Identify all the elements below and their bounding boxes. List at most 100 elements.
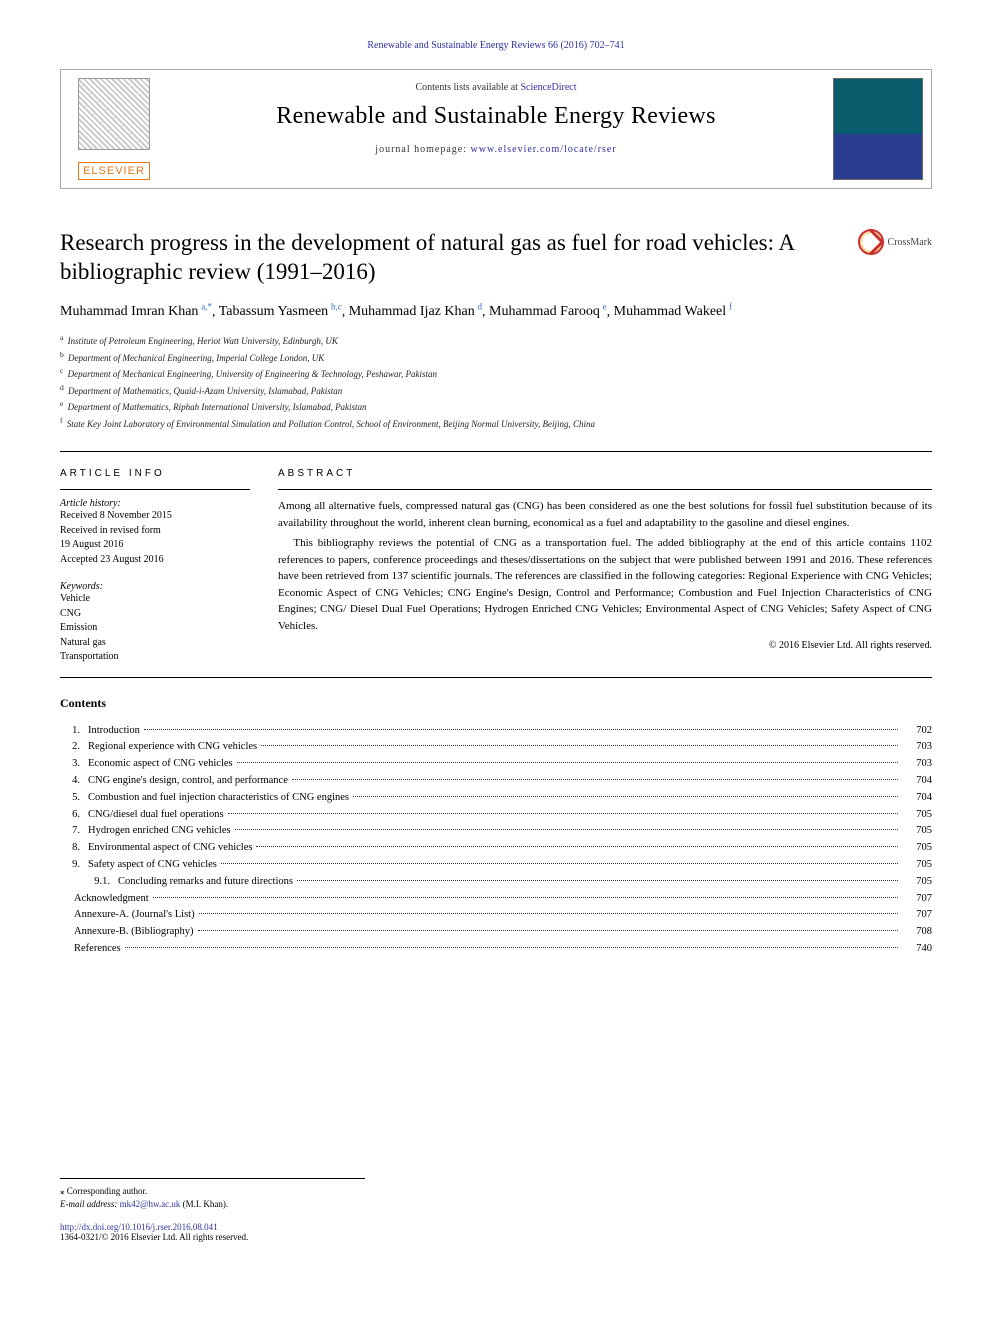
- affiliation: e Department of Mathematics, Riphah Inte…: [60, 398, 932, 415]
- toc-leader-dots: [235, 829, 898, 830]
- elsevier-logo: ELSEVIER: [69, 78, 159, 180]
- affiliation-key: f: [60, 416, 63, 425]
- abstract-column: ABSTRACT Among all alternative fuels, co…: [278, 468, 932, 665]
- toc-row[interactable]: 4.CNG engine's design, control, and perf…: [60, 773, 932, 790]
- keyword-item: Emission: [60, 621, 250, 636]
- toc-leader-dots: [228, 813, 898, 814]
- toc-number: 1.: [60, 723, 88, 740]
- toc-row[interactable]: 9.Safety aspect of CNG vehicles705: [60, 857, 932, 874]
- toc-leader-dots: [261, 745, 898, 746]
- author-affil-sup: e: [603, 302, 607, 312]
- toc-row[interactable]: 6.CNG/diesel dual fuel operations705: [60, 807, 932, 824]
- toc-title: CNG/diesel dual fuel operations: [88, 807, 224, 824]
- abstract-divider: [278, 489, 932, 490]
- toc-title: Environmental aspect of CNG vehicles: [88, 840, 252, 857]
- affiliation-key: c: [60, 366, 63, 375]
- section-divider: [60, 677, 932, 678]
- journal-reference-link[interactable]: Renewable and Sustainable Energy Reviews…: [367, 40, 624, 51]
- toc-number: 5.: [60, 790, 88, 807]
- history-label: Article history:: [60, 498, 250, 509]
- toc-page: 705: [902, 857, 932, 874]
- homepage-prefix: journal homepage:: [375, 144, 470, 155]
- footnotes-block: ⁎ Corresponding author. E-mail address: …: [60, 1178, 365, 1212]
- issn-copyright-line: 1364-0321/© 2016 Elsevier Ltd. All right…: [60, 1232, 932, 1242]
- toc-page: 740: [902, 941, 932, 958]
- toc-leader-dots: [199, 913, 898, 914]
- crossmark-badge[interactable]: CrossMark: [858, 229, 932, 255]
- author-list: Muhammad Imran Khan a,*, Tabassum Yasmee…: [60, 301, 932, 323]
- toc-leader-dots: [256, 846, 898, 847]
- toc-row[interactable]: 1.Introduction702: [60, 723, 932, 740]
- toc-row[interactable]: Annexure-A. (Journal's List) 707: [60, 907, 932, 924]
- corresponding-star-icon: *: [207, 302, 212, 312]
- contents-heading: Contents: [60, 696, 932, 711]
- toc-row[interactable]: References740: [60, 941, 932, 958]
- journal-reference-top: Renewable and Sustainable Energy Reviews…: [60, 40, 932, 51]
- email-suffix: (M.I. Khan).: [180, 1199, 228, 1209]
- toc-title: Regional experience with CNG vehicles: [88, 739, 257, 756]
- toc-row[interactable]: 9.1.Concluding remarks and future direct…: [60, 874, 932, 891]
- toc-title: Annexure-A. (Journal's List): [74, 907, 195, 924]
- toc-page: 707: [902, 907, 932, 924]
- history-item: 19 August 2016: [60, 538, 250, 553]
- sciencedirect-link[interactable]: ScienceDirect: [520, 82, 576, 93]
- affiliation: b Department of Mechanical Engineering, …: [60, 349, 932, 366]
- article-title: Research progress in the development of …: [60, 229, 846, 287]
- history-item: Received 8 November 2015: [60, 509, 250, 524]
- article-info-column: ARTICLE INFO Article history: Received 8…: [60, 468, 250, 665]
- doi-line: http://dx.doi.org/10.1016/j.rser.2016.08…: [60, 1222, 932, 1232]
- affiliation-key: e: [60, 399, 63, 408]
- toc-row[interactable]: 7.Hydrogen enriched CNG vehicles705: [60, 823, 932, 840]
- toc-page: 703: [902, 756, 932, 773]
- abstract-paragraph: This bibliography reviews the potential …: [278, 535, 932, 634]
- article-info-heading: ARTICLE INFO: [60, 468, 250, 479]
- toc-number: 8.: [60, 840, 88, 857]
- journal-cover-thumbnail: [833, 78, 923, 180]
- history-item: Received in revised form: [60, 524, 250, 539]
- toc-row[interactable]: Acknowledgment707: [60, 891, 932, 908]
- email-label: E-mail address:: [60, 1199, 120, 1209]
- toc-page: 708: [902, 924, 932, 941]
- author-email-link[interactable]: mk42@hw.ac.uk: [120, 1199, 181, 1209]
- toc-number: 9.1.: [60, 874, 118, 891]
- author-affil-sup: b,c: [331, 302, 342, 312]
- toc-title: Concluding remarks and future directions: [118, 874, 293, 891]
- table-of-contents: 1.Introduction7022.Regional experience w…: [60, 723, 932, 958]
- toc-leader-dots: [237, 762, 898, 763]
- affiliation: d Department of Mathematics, Quaid-i-Aza…: [60, 382, 932, 399]
- toc-row[interactable]: 5.Combustion and fuel injection characte…: [60, 790, 932, 807]
- toc-row[interactable]: Annexure-B. (Bibliography)708: [60, 924, 932, 941]
- toc-row[interactable]: 2.Regional experience with CNG vehicles7…: [60, 739, 932, 756]
- email-line: E-mail address: mk42@hw.ac.uk (M.I. Khan…: [60, 1198, 365, 1212]
- contents-prefix: Contents lists available at: [415, 82, 520, 93]
- journal-homepage-line: journal homepage: www.elsevier.com/locat…: [171, 144, 821, 155]
- author: Muhammad Farooq e: [489, 304, 607, 319]
- journal-homepage-link[interactable]: www.elsevier.com/locate/rser: [471, 144, 617, 155]
- crossmark-icon: [858, 229, 884, 255]
- affiliation-key: d: [60, 383, 64, 392]
- doi-link[interactable]: http://dx.doi.org/10.1016/j.rser.2016.08…: [60, 1222, 218, 1232]
- toc-number: 7.: [60, 823, 88, 840]
- toc-number: 4.: [60, 773, 88, 790]
- author: Tabassum Yasmeen b,c: [219, 304, 342, 319]
- keyword-item: Transportation: [60, 650, 250, 665]
- journal-header-box: ELSEVIER Contents lists available at Sci…: [60, 69, 932, 189]
- toc-page: 705: [902, 840, 932, 857]
- author: Muhammad Imran Khan a,*: [60, 304, 212, 319]
- toc-row[interactable]: 8.Environmental aspect of CNG vehicles 70…: [60, 840, 932, 857]
- elsevier-tree-icon: [78, 78, 150, 150]
- info-divider: [60, 489, 250, 490]
- keyword-item: Natural gas: [60, 636, 250, 651]
- author-affil-sup: d: [478, 302, 483, 312]
- contents-available-line: Contents lists available at ScienceDirec…: [171, 82, 821, 93]
- toc-title: Hydrogen enriched CNG vehicles: [88, 823, 231, 840]
- toc-row[interactable]: 3.Economic aspect of CNG vehicles703: [60, 756, 932, 773]
- crossmark-label: CrossMark: [888, 237, 932, 248]
- history-item: Accepted 23 August 2016: [60, 553, 250, 568]
- author-affil-sup: f: [729, 302, 732, 312]
- affiliation: c Department of Mechanical Engineering, …: [60, 365, 932, 382]
- abstract-paragraph: Among all alternative fuels, compressed …: [278, 498, 932, 531]
- affiliation: f State Key Joint Laboratory of Environm…: [60, 415, 932, 432]
- toc-page: 705: [902, 807, 932, 824]
- toc-title: Acknowledgment: [74, 891, 149, 908]
